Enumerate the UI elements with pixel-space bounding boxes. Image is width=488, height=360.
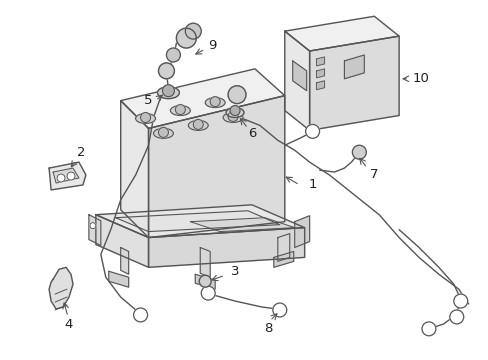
Text: 9: 9: [207, 39, 216, 51]
Circle shape: [272, 303, 286, 317]
Text: 3: 3: [230, 265, 239, 278]
Polygon shape: [200, 247, 210, 277]
Circle shape: [199, 275, 211, 287]
Polygon shape: [309, 36, 398, 130]
Text: 4: 4: [65, 318, 73, 331]
Text: 6: 6: [247, 127, 256, 140]
Circle shape: [201, 286, 215, 300]
Circle shape: [185, 23, 201, 39]
Polygon shape: [316, 57, 324, 66]
Polygon shape: [277, 234, 289, 261]
Circle shape: [175, 105, 185, 114]
Polygon shape: [273, 251, 293, 267]
Polygon shape: [190, 218, 294, 231]
Text: 8: 8: [263, 322, 271, 336]
Circle shape: [227, 86, 245, 104]
Text: 5: 5: [144, 94, 152, 107]
Polygon shape: [121, 69, 284, 129]
Circle shape: [158, 63, 174, 79]
Circle shape: [352, 145, 366, 159]
Polygon shape: [148, 96, 284, 238]
Circle shape: [176, 28, 196, 48]
Polygon shape: [49, 267, 73, 309]
Circle shape: [210, 96, 220, 107]
Circle shape: [421, 322, 435, 336]
Ellipse shape: [135, 113, 155, 123]
Ellipse shape: [170, 105, 190, 116]
Circle shape: [227, 112, 238, 121]
Text: 1: 1: [308, 179, 316, 192]
Circle shape: [230, 105, 240, 116]
Circle shape: [166, 48, 180, 62]
Polygon shape: [195, 274, 215, 289]
Polygon shape: [116, 211, 279, 231]
Polygon shape: [294, 216, 309, 247]
Polygon shape: [344, 55, 364, 79]
Circle shape: [141, 113, 150, 122]
Polygon shape: [96, 205, 304, 238]
Text: 10: 10: [412, 72, 428, 85]
Polygon shape: [96, 215, 148, 267]
Polygon shape: [121, 247, 128, 274]
Text: 7: 7: [369, 167, 378, 181]
Circle shape: [133, 308, 147, 322]
Text: 2: 2: [77, 146, 85, 159]
Circle shape: [449, 310, 463, 324]
Circle shape: [57, 174, 65, 182]
Polygon shape: [292, 61, 306, 91]
Polygon shape: [121, 100, 148, 238]
Ellipse shape: [157, 87, 179, 99]
Circle shape: [162, 85, 174, 96]
Polygon shape: [148, 228, 304, 267]
Ellipse shape: [223, 113, 243, 122]
Ellipse shape: [188, 121, 208, 130]
Circle shape: [90, 223, 96, 229]
Circle shape: [453, 294, 467, 308]
Polygon shape: [108, 271, 128, 287]
Polygon shape: [53, 168, 79, 183]
Circle shape: [305, 125, 319, 138]
Polygon shape: [89, 215, 101, 246]
Circle shape: [67, 172, 75, 180]
Circle shape: [158, 127, 168, 137]
Circle shape: [193, 120, 203, 129]
Ellipse shape: [205, 98, 224, 108]
Polygon shape: [316, 69, 324, 78]
Polygon shape: [284, 16, 398, 51]
Polygon shape: [284, 31, 309, 130]
Polygon shape: [49, 162, 86, 190]
Ellipse shape: [225, 108, 244, 117]
Polygon shape: [316, 81, 324, 90]
Ellipse shape: [153, 129, 173, 138]
